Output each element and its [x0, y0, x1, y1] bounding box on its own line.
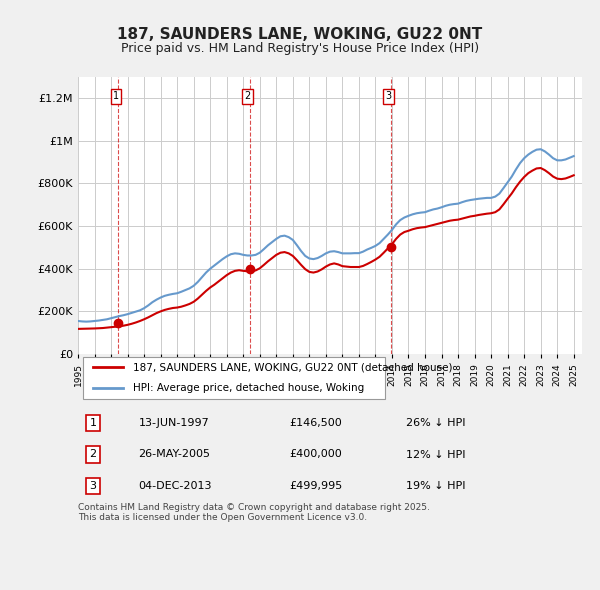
- Text: 2: 2: [89, 450, 97, 460]
- Text: 3: 3: [89, 481, 97, 491]
- Text: 12% ↓ HPI: 12% ↓ HPI: [406, 450, 465, 460]
- Text: 187, SAUNDERS LANE, WOKING, GU22 0NT: 187, SAUNDERS LANE, WOKING, GU22 0NT: [118, 27, 482, 41]
- FancyBboxPatch shape: [83, 358, 385, 399]
- Text: 19% ↓ HPI: 19% ↓ HPI: [406, 481, 465, 491]
- Text: 26% ↓ HPI: 26% ↓ HPI: [406, 418, 465, 428]
- Text: 13-JUN-1997: 13-JUN-1997: [139, 418, 209, 428]
- Text: HPI: Average price, detached house, Woking: HPI: Average price, detached house, Woki…: [133, 382, 365, 392]
- Text: £400,000: £400,000: [290, 450, 343, 460]
- Text: £146,500: £146,500: [290, 418, 343, 428]
- Text: Contains HM Land Registry data © Crown copyright and database right 2025.
This d: Contains HM Land Registry data © Crown c…: [78, 503, 430, 522]
- Text: 187, SAUNDERS LANE, WOKING, GU22 0NT (detached house): 187, SAUNDERS LANE, WOKING, GU22 0NT (de…: [133, 362, 453, 372]
- Text: 04-DEC-2013: 04-DEC-2013: [139, 481, 212, 491]
- Text: 1: 1: [89, 418, 97, 428]
- Text: 26-MAY-2005: 26-MAY-2005: [139, 450, 211, 460]
- Text: 2: 2: [244, 91, 251, 101]
- Text: 1: 1: [113, 91, 119, 101]
- Text: Price paid vs. HM Land Registry's House Price Index (HPI): Price paid vs. HM Land Registry's House …: [121, 42, 479, 55]
- Text: £499,995: £499,995: [290, 481, 343, 491]
- Text: 3: 3: [385, 91, 391, 101]
